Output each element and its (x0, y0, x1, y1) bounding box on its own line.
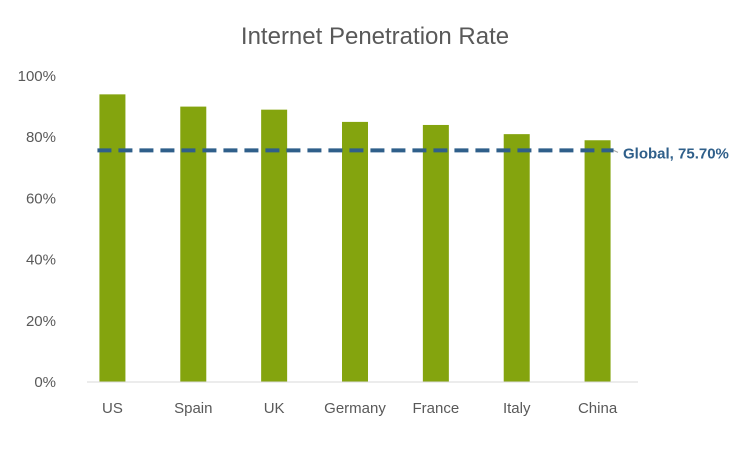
x-tick-label: Germany (324, 400, 386, 417)
x-tick-label: Italy (503, 400, 531, 417)
bar-germany (342, 121, 368, 383)
y-tick-label: 0% (34, 374, 56, 391)
global-average-label: Global, 75.70% (623, 145, 729, 162)
y-tick-label: 60% (26, 190, 56, 207)
x-tick-label: UK (264, 400, 285, 417)
x-tick-label: China (578, 400, 618, 417)
bar-uk (261, 109, 288, 382)
x-tick-label: France (413, 400, 460, 417)
global-reference: Global, 75.70% (97, 145, 729, 162)
x-tick-label: Spain (174, 400, 212, 417)
x-axis-ticks: US Spain UK Germany France Italy China (102, 400, 618, 417)
bar-france (422, 124, 449, 383)
bar-spain (180, 106, 207, 382)
bars (99, 94, 611, 383)
x-tick-label: US (102, 400, 123, 417)
y-tick-label: 100% (18, 68, 56, 85)
y-tick-label: 80% (26, 129, 56, 146)
chart-title: Internet Penetration Rate (241, 23, 509, 50)
global-label-connector (613, 149, 619, 153)
bar-us (99, 94, 126, 383)
bar-italy (503, 134, 530, 382)
y-axis-ticks: 0% 20% 40% 60% 80% 100% (18, 68, 56, 391)
y-tick-label: 40% (26, 252, 56, 269)
y-tick-label: 20% (26, 313, 56, 330)
bar-china (584, 140, 611, 382)
